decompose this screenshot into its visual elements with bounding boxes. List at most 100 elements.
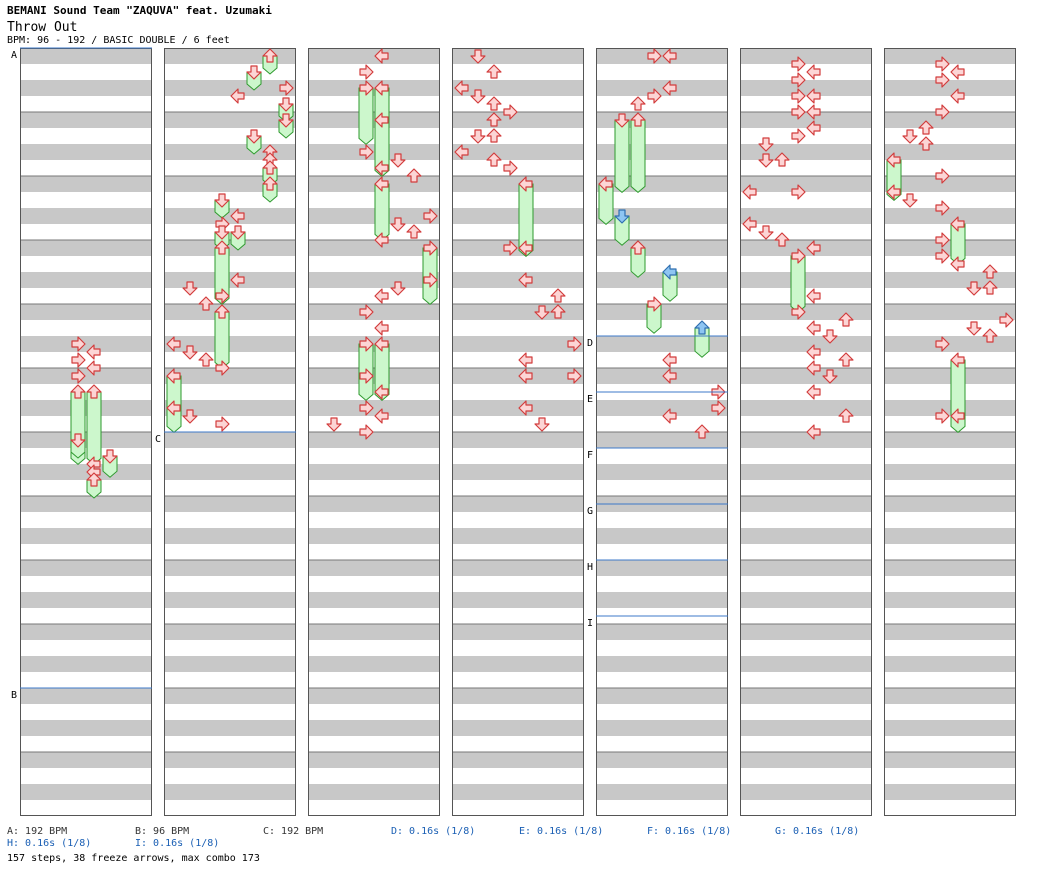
arrow-right-icon: [647, 296, 662, 312]
arrow-right-icon: [999, 312, 1014, 328]
arrow-up-icon: [86, 472, 102, 487]
step-arrow: [230, 88, 245, 104]
arrow-up-icon: [982, 328, 998, 343]
beat-band: [884, 80, 1016, 96]
beat-band: [20, 400, 152, 416]
arrow-right-icon: [791, 72, 806, 88]
beat-band: [452, 432, 584, 448]
step-arrow: [518, 368, 533, 384]
beat-band: [20, 560, 152, 576]
arrow-right-icon: [647, 88, 662, 104]
beat-band: [740, 560, 872, 576]
arrow-up-icon: [86, 384, 102, 399]
step-arrow: [534, 305, 550, 320]
arrow-left-icon: [518, 176, 533, 192]
beat-band: [20, 752, 152, 768]
arrow-up-icon: [774, 232, 790, 247]
arrow-left-icon: [806, 320, 821, 336]
arrow-up-icon: [838, 312, 854, 327]
column-border: [884, 48, 1016, 816]
step-arrow: [662, 80, 677, 96]
beat-band: [884, 112, 1016, 128]
arrow-left-icon: [662, 352, 677, 368]
arrow-down-icon: [390, 217, 406, 232]
freeze-arrow: [214, 193, 230, 219]
step-arrow: [567, 368, 582, 384]
arrow-down-icon: [390, 281, 406, 296]
beat-band: [452, 528, 584, 544]
arrow-down-icon: [822, 329, 838, 344]
beat-band: [596, 656, 728, 672]
step-arrow: [742, 216, 757, 232]
arrow-right-icon: [279, 80, 294, 96]
marker-label: G: [587, 506, 593, 517]
arrow-left-icon: [86, 360, 101, 376]
arrow-down-icon: [326, 417, 342, 432]
arrow-down-icon: [70, 433, 86, 448]
beat-band: [308, 496, 440, 512]
beat-band: [20, 240, 152, 256]
step-arrow: [454, 144, 469, 160]
chart-column: [452, 48, 584, 816]
beat-band: [164, 432, 296, 448]
beat-band: [164, 624, 296, 640]
step-arrow: [806, 104, 821, 120]
arrow-left-icon: [374, 160, 389, 176]
arrow-up-icon: [262, 48, 278, 63]
arrow-right-icon: [935, 248, 950, 264]
beat-band: [596, 720, 728, 736]
step-arrow: [470, 129, 486, 144]
step-arrow: [774, 232, 790, 247]
step-arrow: [470, 89, 486, 104]
beat-band: [308, 560, 440, 576]
step-arrow: [758, 153, 774, 168]
beat-band: [740, 528, 872, 544]
step-arrow: [791, 88, 806, 104]
beat-band: [308, 720, 440, 736]
arrow-left-icon: [454, 144, 469, 160]
beat-band: [740, 112, 872, 128]
beat-band: [308, 48, 440, 64]
step-arrow: [886, 184, 901, 200]
marker-label: I: [587, 618, 593, 629]
step-arrow: [662, 368, 677, 384]
chart-column: [596, 48, 728, 816]
beat-band: [308, 112, 440, 128]
step-arrow: [518, 352, 533, 368]
freeze-arrow: [630, 112, 646, 194]
step-arrow: [86, 360, 101, 376]
arrow-right-icon: [359, 304, 374, 320]
arrow-up-icon: [486, 96, 502, 111]
step-arrow: [374, 320, 389, 336]
beat-band: [884, 272, 1016, 288]
arrow-right-icon: [791, 104, 806, 120]
freeze-arrow: [262, 176, 278, 203]
beat-band: [308, 400, 440, 416]
step-arrow: [935, 248, 950, 264]
arrow-right-icon: [567, 336, 582, 352]
beat-band: [164, 400, 296, 416]
chart-meta: BPM: 96 - 192 / BASIC DOUBLE / 6 feet: [7, 35, 230, 46]
step-arrow: [791, 184, 806, 200]
beat-band: [596, 80, 728, 96]
beat-band: [20, 496, 152, 512]
arrow-right-icon: [935, 104, 950, 120]
marker-label: D: [587, 338, 593, 349]
step-arrow: [806, 320, 821, 336]
arrow-down-icon: [278, 97, 294, 112]
beat-band: [20, 336, 152, 352]
beat-band: [308, 240, 440, 256]
chart-column: [308, 48, 440, 816]
beat-band: [164, 720, 296, 736]
arrow-down-icon: [758, 153, 774, 168]
arrow-left-icon: [518, 240, 533, 256]
arrow-up-icon: [982, 264, 998, 279]
arrow-up-icon: [262, 176, 278, 191]
step-arrow: [982, 264, 998, 279]
beat-band: [20, 656, 152, 672]
freeze-arrow: [614, 113, 630, 194]
column-border: [452, 48, 584, 816]
beat-band: [884, 368, 1016, 384]
freeze-arrow: [614, 209, 630, 246]
step-arrow: [374, 160, 389, 176]
